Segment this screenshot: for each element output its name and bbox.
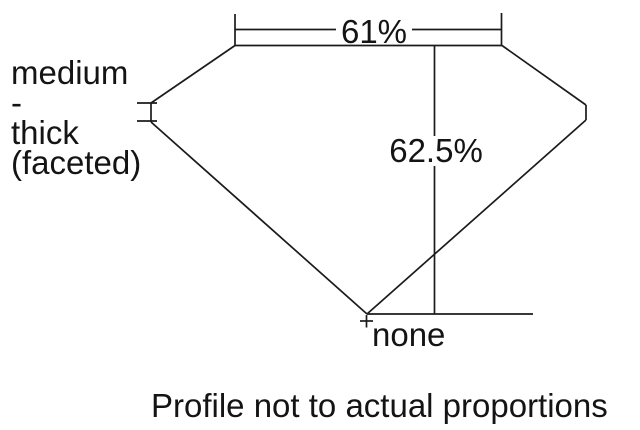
crown-facet-left <box>150 44 236 104</box>
girdle-thickness-label: medium - thick (faceted) <box>11 54 142 181</box>
culet-label: none <box>372 316 446 353</box>
crown-facet-right <box>501 44 587 106</box>
table-width-percent-label: 61% <box>335 15 413 48</box>
girdle-label-line: medium <box>11 54 129 91</box>
girdle-label-line: (faceted) <box>11 144 142 181</box>
pavilion-facet-left <box>150 121 368 315</box>
caption-text: Profile not to actual proportions <box>151 387 608 424</box>
girdle-label-line: - <box>11 84 22 121</box>
depth-percent-label: 62.5% <box>385 134 487 167</box>
girdle-label-line: thick <box>11 114 79 151</box>
pavilion-facet-right <box>366 119 587 315</box>
